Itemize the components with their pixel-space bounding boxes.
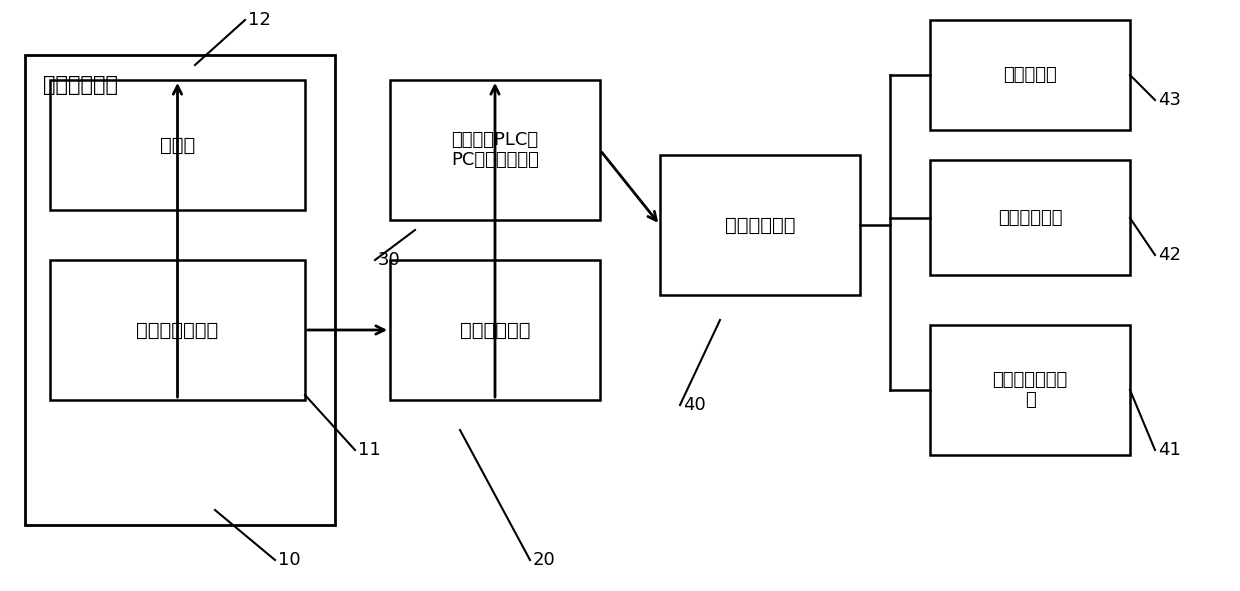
Bar — [50, 80, 305, 210]
Bar — [930, 325, 1130, 455]
Text: 42: 42 — [1158, 246, 1180, 264]
Text: 光报警装置: 光报警装置 — [1003, 66, 1056, 84]
Text: 12: 12 — [248, 11, 270, 29]
Text: 10: 10 — [278, 551, 300, 569]
Text: 11: 11 — [358, 441, 381, 459]
Text: 静电消除控制箱: 静电消除控制箱 — [136, 320, 218, 339]
Text: 40: 40 — [683, 396, 706, 414]
Bar — [391, 260, 600, 400]
Bar — [50, 260, 305, 400]
Text: 静电棒: 静电棒 — [160, 135, 195, 154]
Text: 43: 43 — [1158, 91, 1180, 109]
Bar — [930, 160, 1130, 275]
Text: 静电检测装置: 静电检测装置 — [460, 320, 531, 339]
Text: 20: 20 — [533, 551, 556, 569]
Bar — [930, 20, 1130, 130]
Text: 故障提示装置: 故障提示装置 — [724, 216, 795, 235]
Bar — [660, 155, 861, 295]
Bar — [25, 55, 335, 525]
Text: 整经机的PLC或
PC工业控制电脑: 整经机的PLC或 PC工业控制电脑 — [451, 131, 539, 170]
Text: 41: 41 — [1158, 441, 1180, 459]
Text: 30: 30 — [378, 251, 401, 269]
Text: 人机界面提醒装
置: 人机界面提醒装 置 — [992, 371, 1068, 410]
Text: 静电消除装置: 静电消除装置 — [43, 75, 118, 95]
Bar — [391, 80, 600, 220]
Text: 声音报警装置: 声音报警装置 — [998, 209, 1063, 226]
